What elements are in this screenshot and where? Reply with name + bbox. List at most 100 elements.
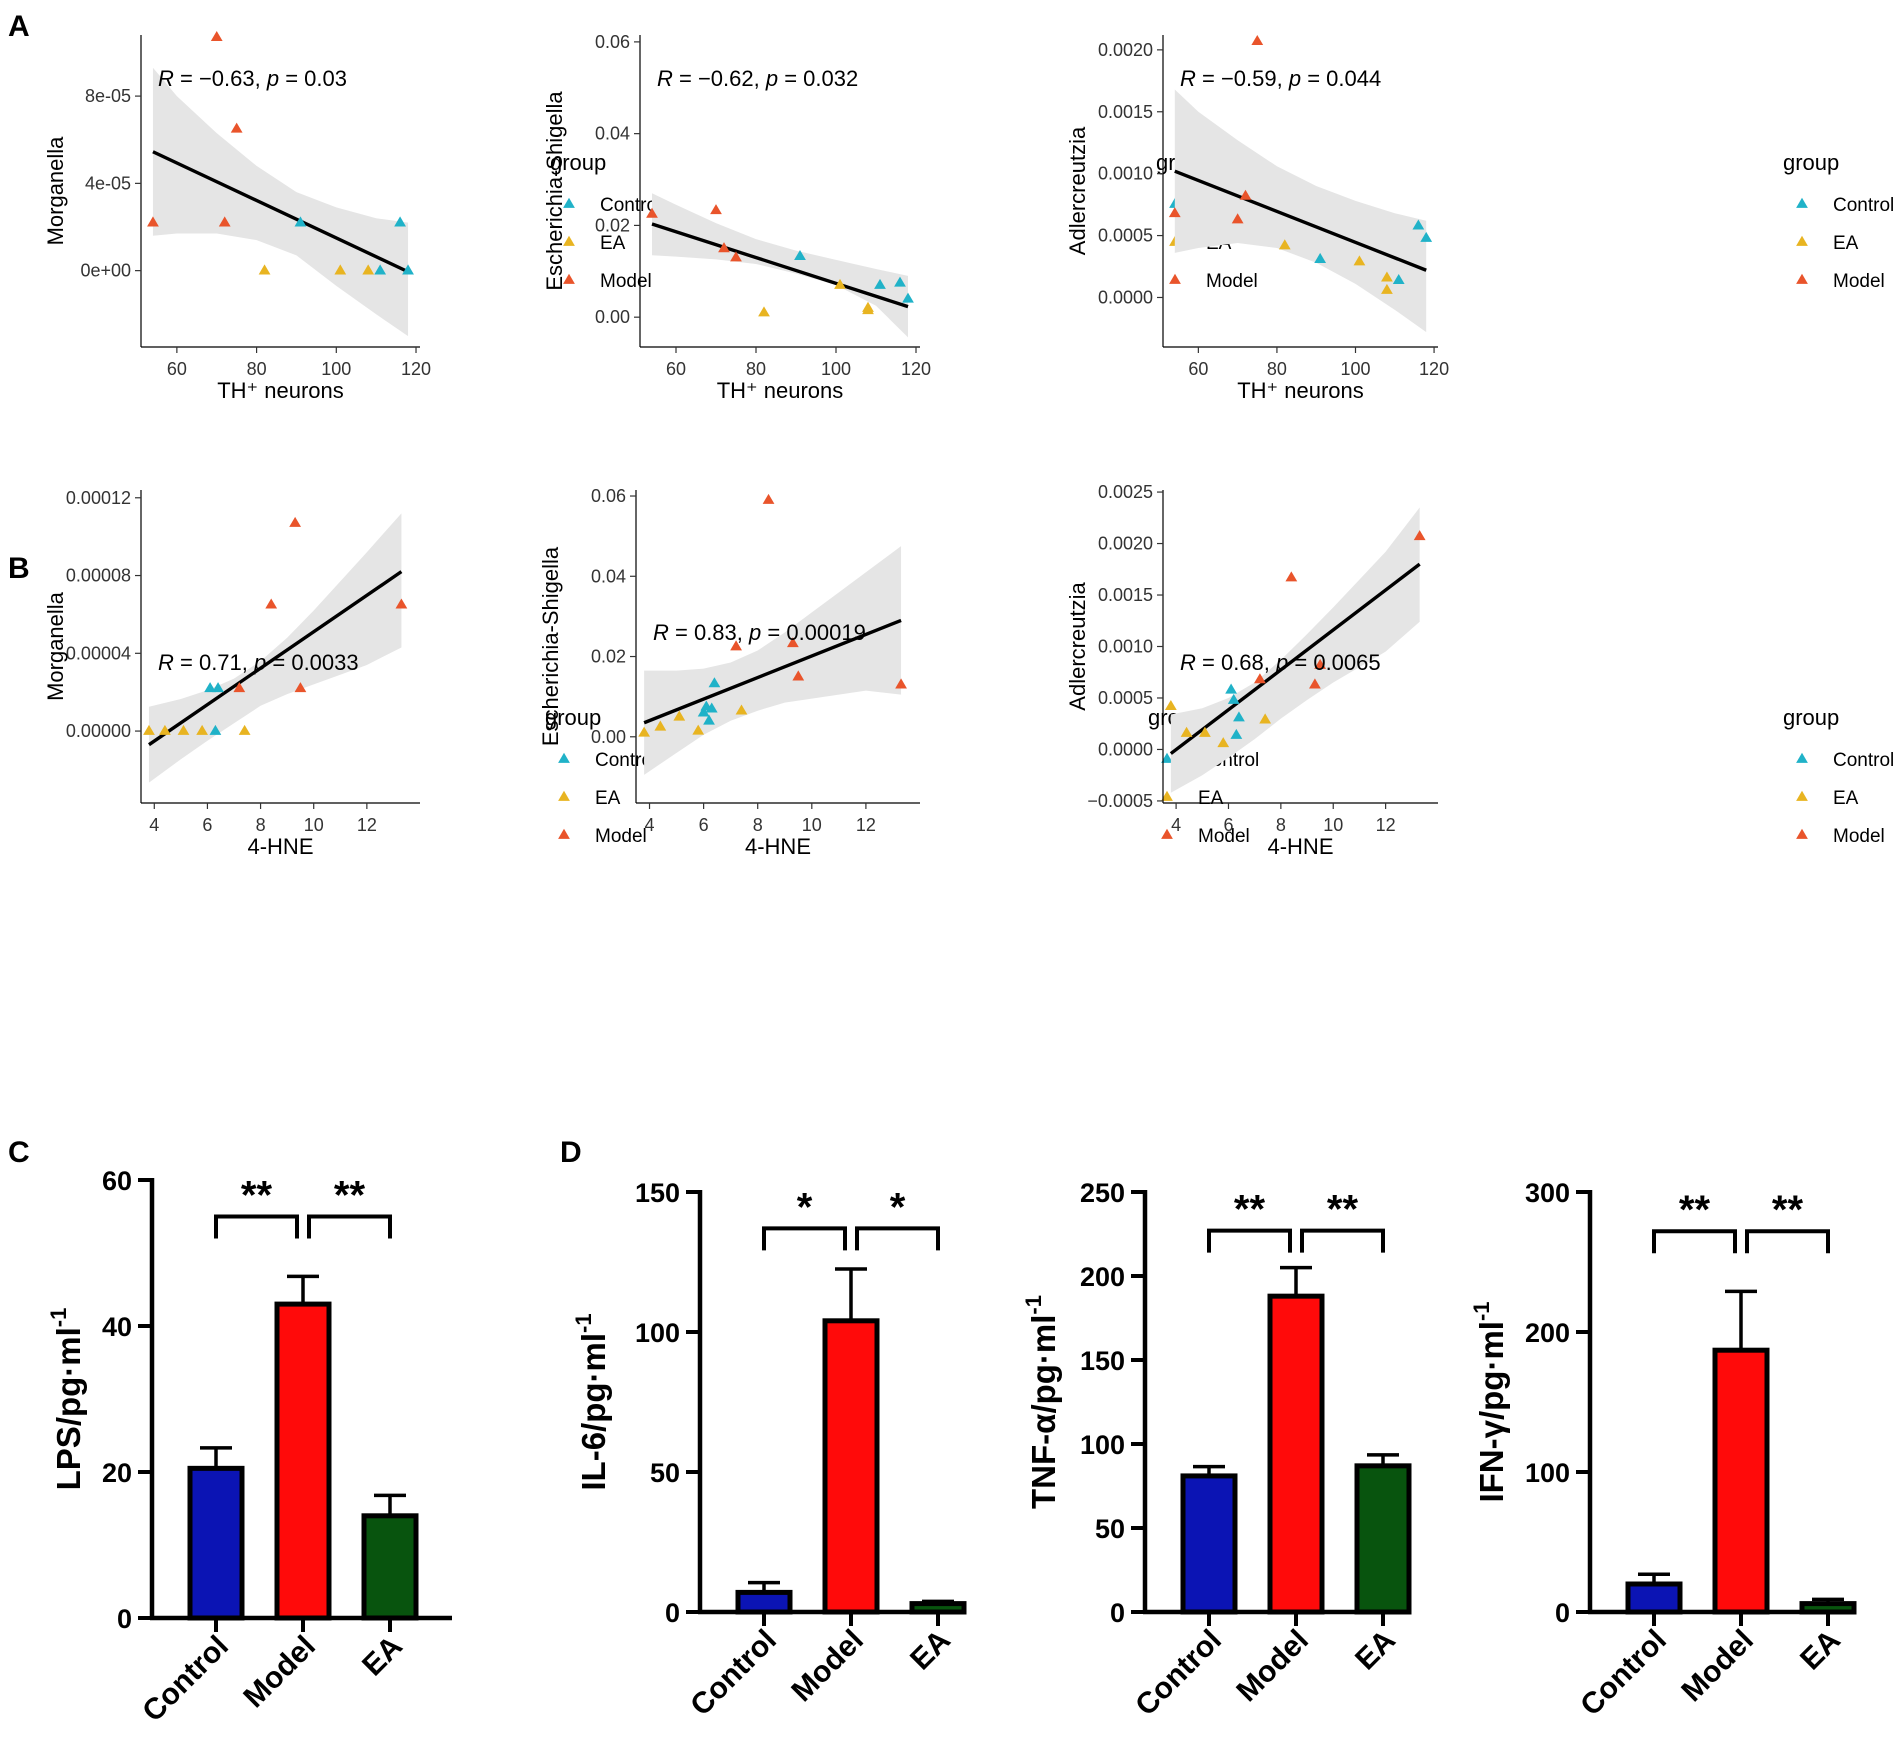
x-tick-label: 4	[1171, 815, 1181, 835]
x-tick-label: 10	[1323, 815, 1343, 835]
point-ea	[258, 264, 271, 275]
x-tick-label: 4	[645, 815, 655, 835]
x-axis-label: TH⁺ neurons	[717, 378, 844, 403]
x-tick-label: Model	[785, 1624, 870, 1709]
regression-line	[148, 570, 403, 747]
point-control	[1392, 273, 1405, 284]
legend-key-control	[558, 752, 570, 763]
y-tick-label: 200	[1080, 1262, 1125, 1292]
x-tick-label: 60	[666, 359, 686, 379]
y-axis-label: Adlercreutzia	[1065, 126, 1090, 255]
significance-label: **	[1772, 1188, 1804, 1232]
significance-label: **	[1234, 1188, 1266, 1232]
legend-label-model: Model	[1833, 271, 1885, 292]
point-model	[1254, 673, 1266, 684]
confidence-band	[1170, 507, 1420, 793]
point-ea	[1199, 726, 1211, 737]
point-ea	[862, 301, 874, 312]
x-tick-label: 10	[802, 815, 822, 835]
point-control	[212, 682, 224, 693]
x-tick-label: Control	[684, 1624, 783, 1723]
x-tick-label: 100	[1340, 359, 1370, 379]
y-tick-label: 0.00008	[66, 566, 131, 586]
x-tick-label: 120	[1419, 359, 1449, 379]
y-tick-label: 60	[102, 1166, 132, 1196]
correlation-annotation: R = −0.59, p = 0.044	[1180, 66, 1381, 91]
confidence-band	[644, 546, 902, 775]
legend-key-ea	[1161, 790, 1173, 801]
y-tick-label: 0.0010	[1098, 637, 1153, 657]
regression-line	[643, 618, 902, 725]
regression-line	[1169, 562, 1421, 755]
point-model	[218, 216, 231, 227]
bar-chart-d2: Control Model EA 0 50 100 150 200 250 TNF-α/pg·ml…	[1021, 1178, 1412, 1723]
bar-model	[1267, 1293, 1325, 1615]
point-model	[1168, 207, 1181, 218]
y-tick-label: 100	[635, 1318, 680, 1348]
bar-model	[274, 1301, 332, 1621]
x-tick-label: 6	[202, 815, 212, 835]
y-tick-label: 0.06	[591, 486, 626, 506]
y-tick-label: 0.06	[595, 32, 630, 52]
legend-title: group	[1783, 705, 1839, 730]
y-tick-label: 0.00	[591, 727, 626, 747]
legend-label-control: Control	[600, 195, 661, 216]
bar-chart-c1: Control Model EA 0 20 40 60 LPS/pg·ml-1 ** **	[46, 1166, 452, 1728]
panel-label-c: C	[8, 1136, 30, 1169]
regression-line	[651, 222, 909, 309]
point-model	[1251, 34, 1264, 46]
x-tick-label: 60	[1188, 359, 1208, 379]
x-tick-label: 8	[256, 815, 266, 835]
point-ea	[1259, 713, 1272, 724]
regression-line	[1174, 169, 1427, 272]
correlation-annotation: R = 0.71, p = 0.0033	[158, 650, 359, 675]
correlation-annotation: R = 0.83, p = 0.00019	[653, 620, 866, 645]
x-tick-label: Control	[1574, 1624, 1673, 1723]
x-tick-label: 10	[304, 815, 324, 835]
legend-label-model: Model	[595, 826, 647, 847]
y-axis-label: Escherichia-Shigella	[538, 546, 563, 746]
significance-bracket	[762, 1226, 847, 1251]
point-ea	[692, 724, 705, 735]
point-control	[874, 278, 886, 289]
legend-label-control: Control	[1833, 195, 1894, 216]
x-tick-label: 120	[901, 359, 931, 379]
y-axis-label: LPS/pg·ml-1	[46, 1308, 87, 1491]
x-tick-label: 120	[401, 359, 431, 379]
legend-key-ea	[1796, 790, 1808, 801]
y-tick-label: 0.0020	[1098, 534, 1153, 554]
y-tick-label: 0.04	[591, 566, 626, 586]
point-model	[792, 670, 805, 681]
point-control	[894, 276, 906, 287]
legend-title: group	[1783, 150, 1839, 175]
x-axis-label: TH⁺ neurons	[217, 378, 344, 403]
bar-control	[735, 1589, 793, 1615]
significance-bracket	[1745, 1229, 1830, 1254]
legend-key-control	[1796, 197, 1808, 208]
point-model	[1413, 530, 1426, 541]
y-axis-label: Morganella	[43, 591, 68, 701]
point-model	[210, 30, 223, 42]
x-tick-label: 12	[856, 815, 876, 835]
y-tick-label: 0.0005	[1098, 688, 1153, 708]
x-tick-label: 8	[753, 815, 763, 835]
legend-label-model: Model	[1198, 826, 1250, 847]
significance-label: *	[797, 1185, 813, 1229]
point-ea	[1353, 255, 1366, 266]
bar-chart-d1: Control Model EA 0 50 100 150 IL-6/pg·ml-1 * *	[571, 1178, 967, 1723]
point-control	[705, 702, 718, 713]
point-model	[762, 493, 775, 504]
y-tick-label: 0.04	[595, 124, 630, 144]
y-tick-label: 0	[1555, 1598, 1570, 1628]
point-model	[395, 598, 408, 609]
point-ea	[834, 278, 846, 289]
y-tick-label: 0.0005	[1098, 226, 1153, 246]
confidence-band	[148, 513, 402, 783]
x-tick-label: Control	[1129, 1624, 1228, 1723]
point-control	[902, 292, 914, 303]
y-tick-label: 0.02	[591, 647, 626, 667]
point-ea	[362, 264, 375, 275]
x-tick-label: 12	[357, 815, 377, 835]
y-tick-label: 150	[1080, 1346, 1125, 1376]
point-ea	[1217, 737, 1230, 748]
